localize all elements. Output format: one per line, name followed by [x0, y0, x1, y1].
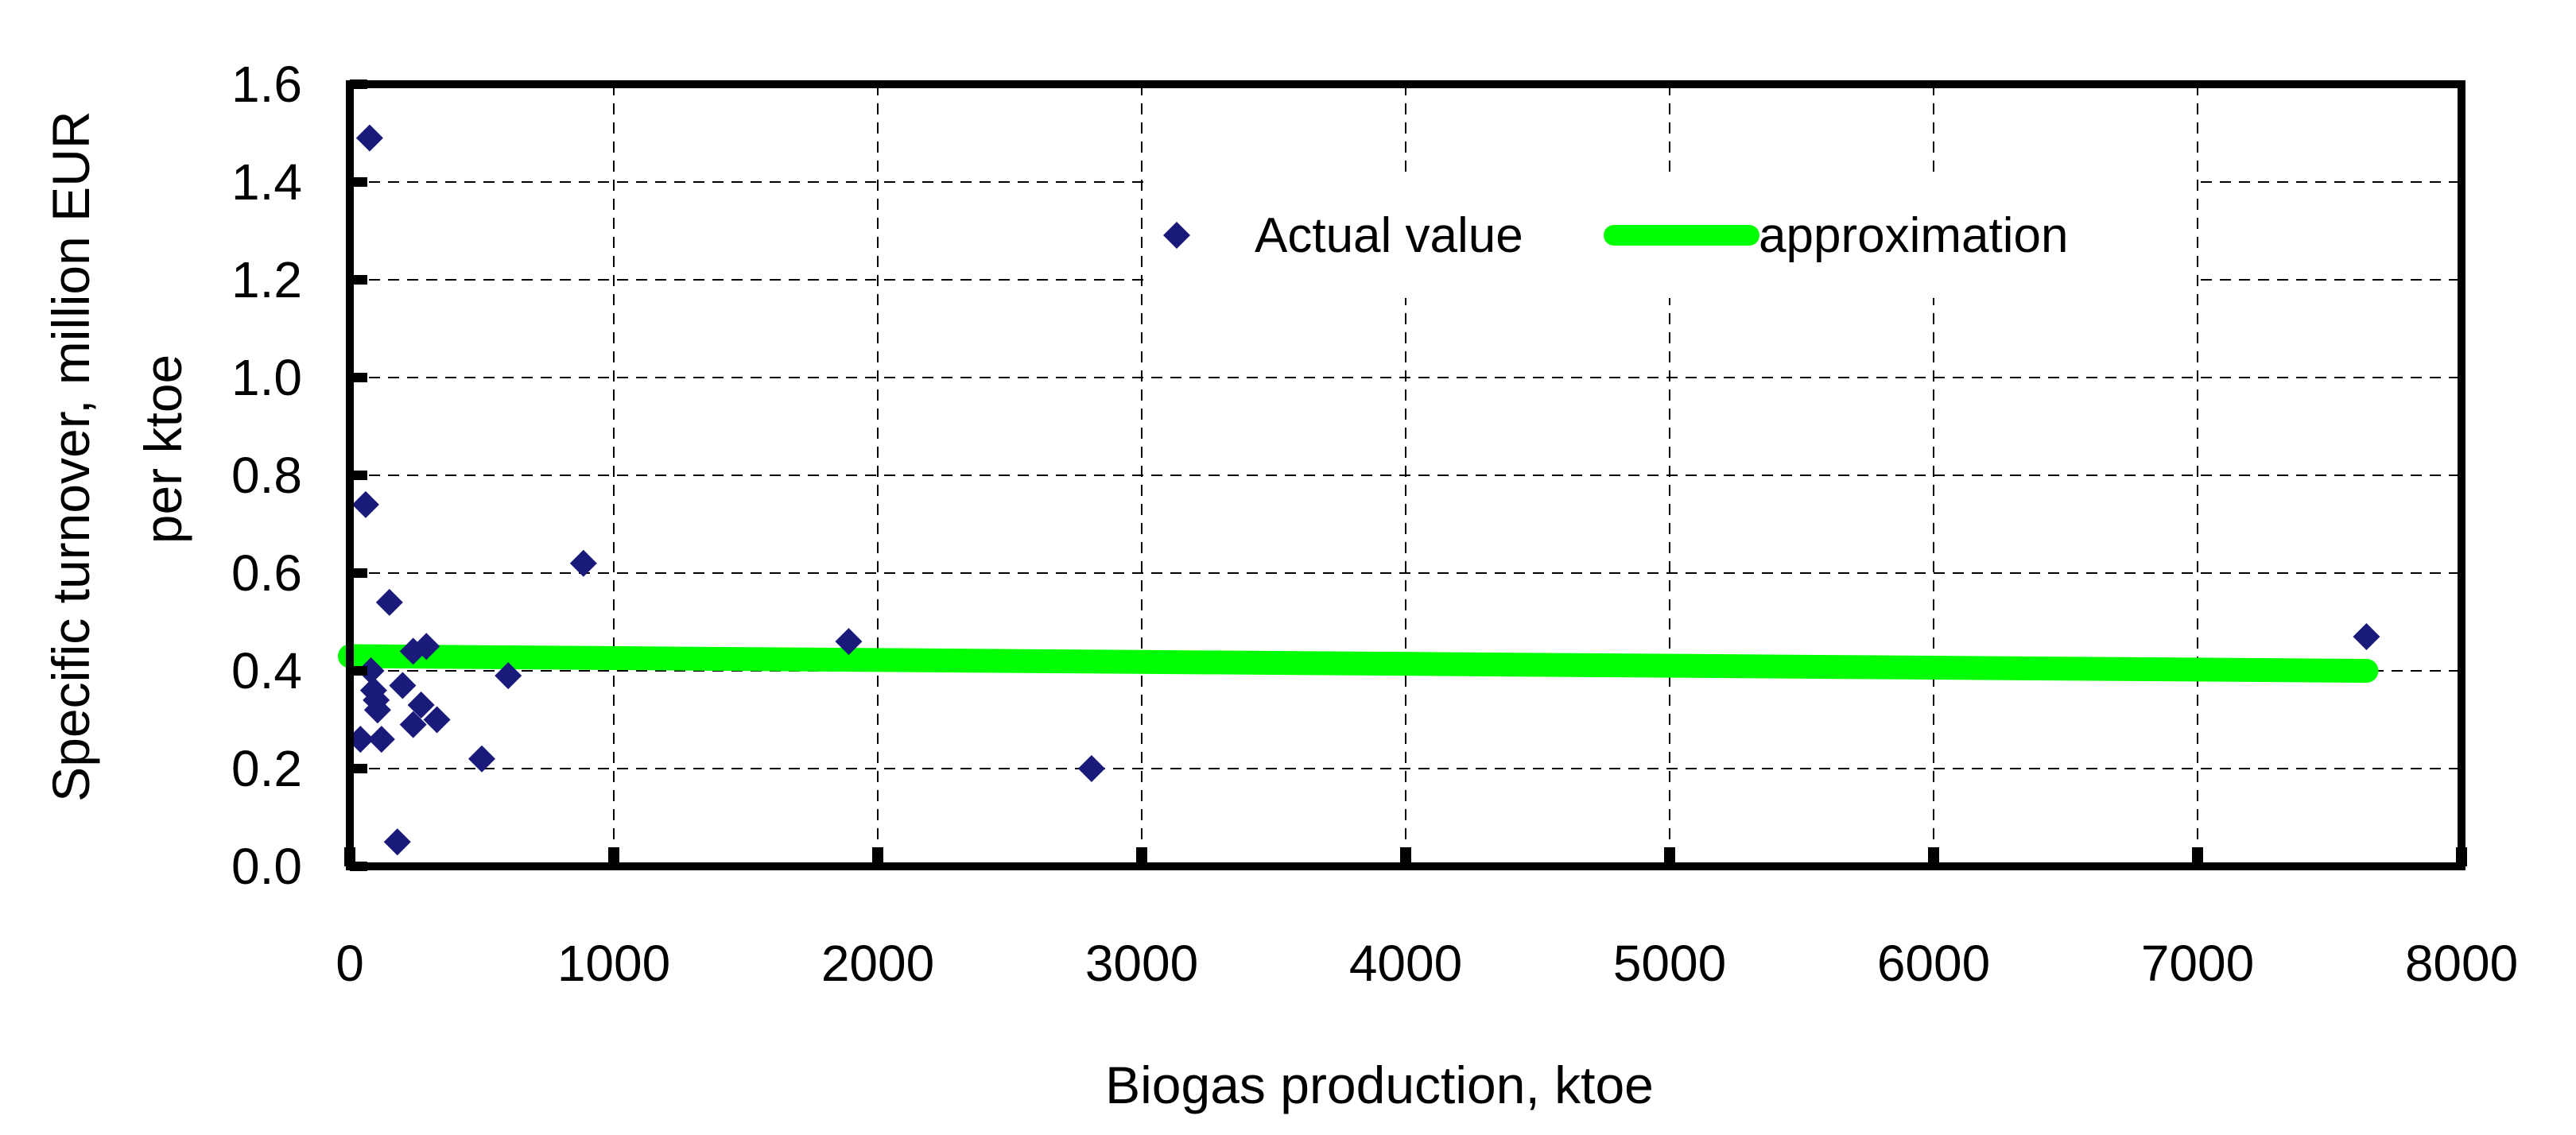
x-tick-mark — [872, 847, 883, 866]
x-tick-mark — [1928, 847, 1939, 866]
data-point-actual-value — [407, 691, 435, 719]
data-point-actual-value — [357, 657, 385, 684]
y-tick-mark — [350, 79, 367, 89]
data-point-actual-value — [355, 124, 383, 152]
data-point-actual-value — [569, 549, 597, 577]
y-tick-label: 0.6 — [231, 544, 302, 602]
data-point-actual-value — [468, 745, 495, 773]
x-axis-tick-labels: 0 1000 2000 3000 4000 5000 6000 7000 8000 — [336, 935, 2518, 992]
y-axis-title-line-2: per ktoe — [134, 354, 192, 544]
approximation-line — [338, 644, 2379, 683]
data-point-actual-value — [389, 672, 417, 699]
y-tick-mark — [350, 177, 367, 187]
data-point-actual-value — [363, 696, 391, 724]
y-tick-label: 1.0 — [231, 349, 302, 406]
y-tick-mark — [350, 568, 367, 578]
x-tick-mark — [2456, 847, 2467, 866]
axis-ticks — [344, 79, 2467, 871]
y-tick-mark — [350, 666, 367, 676]
y-axis-title: Specific turnover, million EUR per ktoe — [41, 96, 192, 802]
x-tick-mark — [1136, 847, 1147, 866]
legend-diamond-marker — [1163, 222, 1190, 249]
data-point-actual-value — [383, 828, 411, 856]
data-point-actual-value — [495, 662, 522, 690]
approximation-line-layer — [338, 644, 2379, 683]
x-tick-mark — [608, 847, 619, 866]
actual-value-points — [347, 124, 2380, 856]
x-tick-mark — [2192, 847, 2203, 866]
x-tick-label: 5000 — [1613, 935, 1726, 992]
x-tick-label: 3000 — [1085, 935, 1198, 992]
x-tick-label: 6000 — [1877, 935, 1990, 992]
data-point-actual-value — [351, 490, 379, 518]
x-tick-label: 8000 — [2405, 935, 2518, 992]
y-tick-label: 1.6 — [231, 56, 302, 113]
data-point-actual-value — [1077, 755, 1105, 782]
x-tick-label: 4000 — [1349, 935, 1462, 992]
data-point-actual-value — [375, 588, 403, 616]
y-tick-mark — [350, 275, 367, 285]
x-tick-mark — [1400, 847, 1411, 866]
y-tick-label: 0.2 — [231, 740, 302, 797]
y-axis-title-line-1: Specific turnover, million EUR — [41, 111, 100, 802]
legend-label-approximation: approximation — [1759, 208, 2068, 263]
y-tick-label: 0.4 — [231, 642, 302, 699]
y-tick-label: 0.0 — [231, 838, 302, 895]
data-point-actual-value — [367, 726, 395, 753]
y-tick-mark — [350, 471, 367, 480]
data-point-actual-value — [399, 711, 427, 738]
x-tick-label: 7000 — [2141, 935, 2254, 992]
data-point-actual-value — [399, 637, 427, 665]
y-tick-mark — [350, 862, 367, 871]
data-point-actual-value — [835, 628, 863, 656]
data-point-actual-value — [2353, 622, 2380, 650]
y-tick-label: 1.4 — [231, 153, 302, 211]
x-tick-label: 2000 — [821, 935, 934, 992]
legend: Actual value approximation — [1145, 179, 2194, 298]
data-point-actual-value — [423, 706, 451, 734]
x-axis-title: Biogas production, ktoe — [1105, 1056, 1654, 1114]
y-axis-tick-labels: 0.0 0.2 0.4 0.6 0.8 1.0 1.2 1.4 1.6 — [231, 56, 302, 895]
legend-label-actual-value: Actual value — [1255, 208, 1523, 263]
x-tick-mark — [1664, 847, 1675, 866]
x-tick-label: 0 — [336, 935, 364, 992]
y-tick-label: 0.8 — [231, 447, 302, 504]
x-tick-label: 1000 — [557, 935, 670, 992]
y-tick-mark — [350, 764, 367, 773]
y-tick-mark — [350, 373, 367, 382]
y-tick-label: 1.2 — [231, 251, 302, 308]
